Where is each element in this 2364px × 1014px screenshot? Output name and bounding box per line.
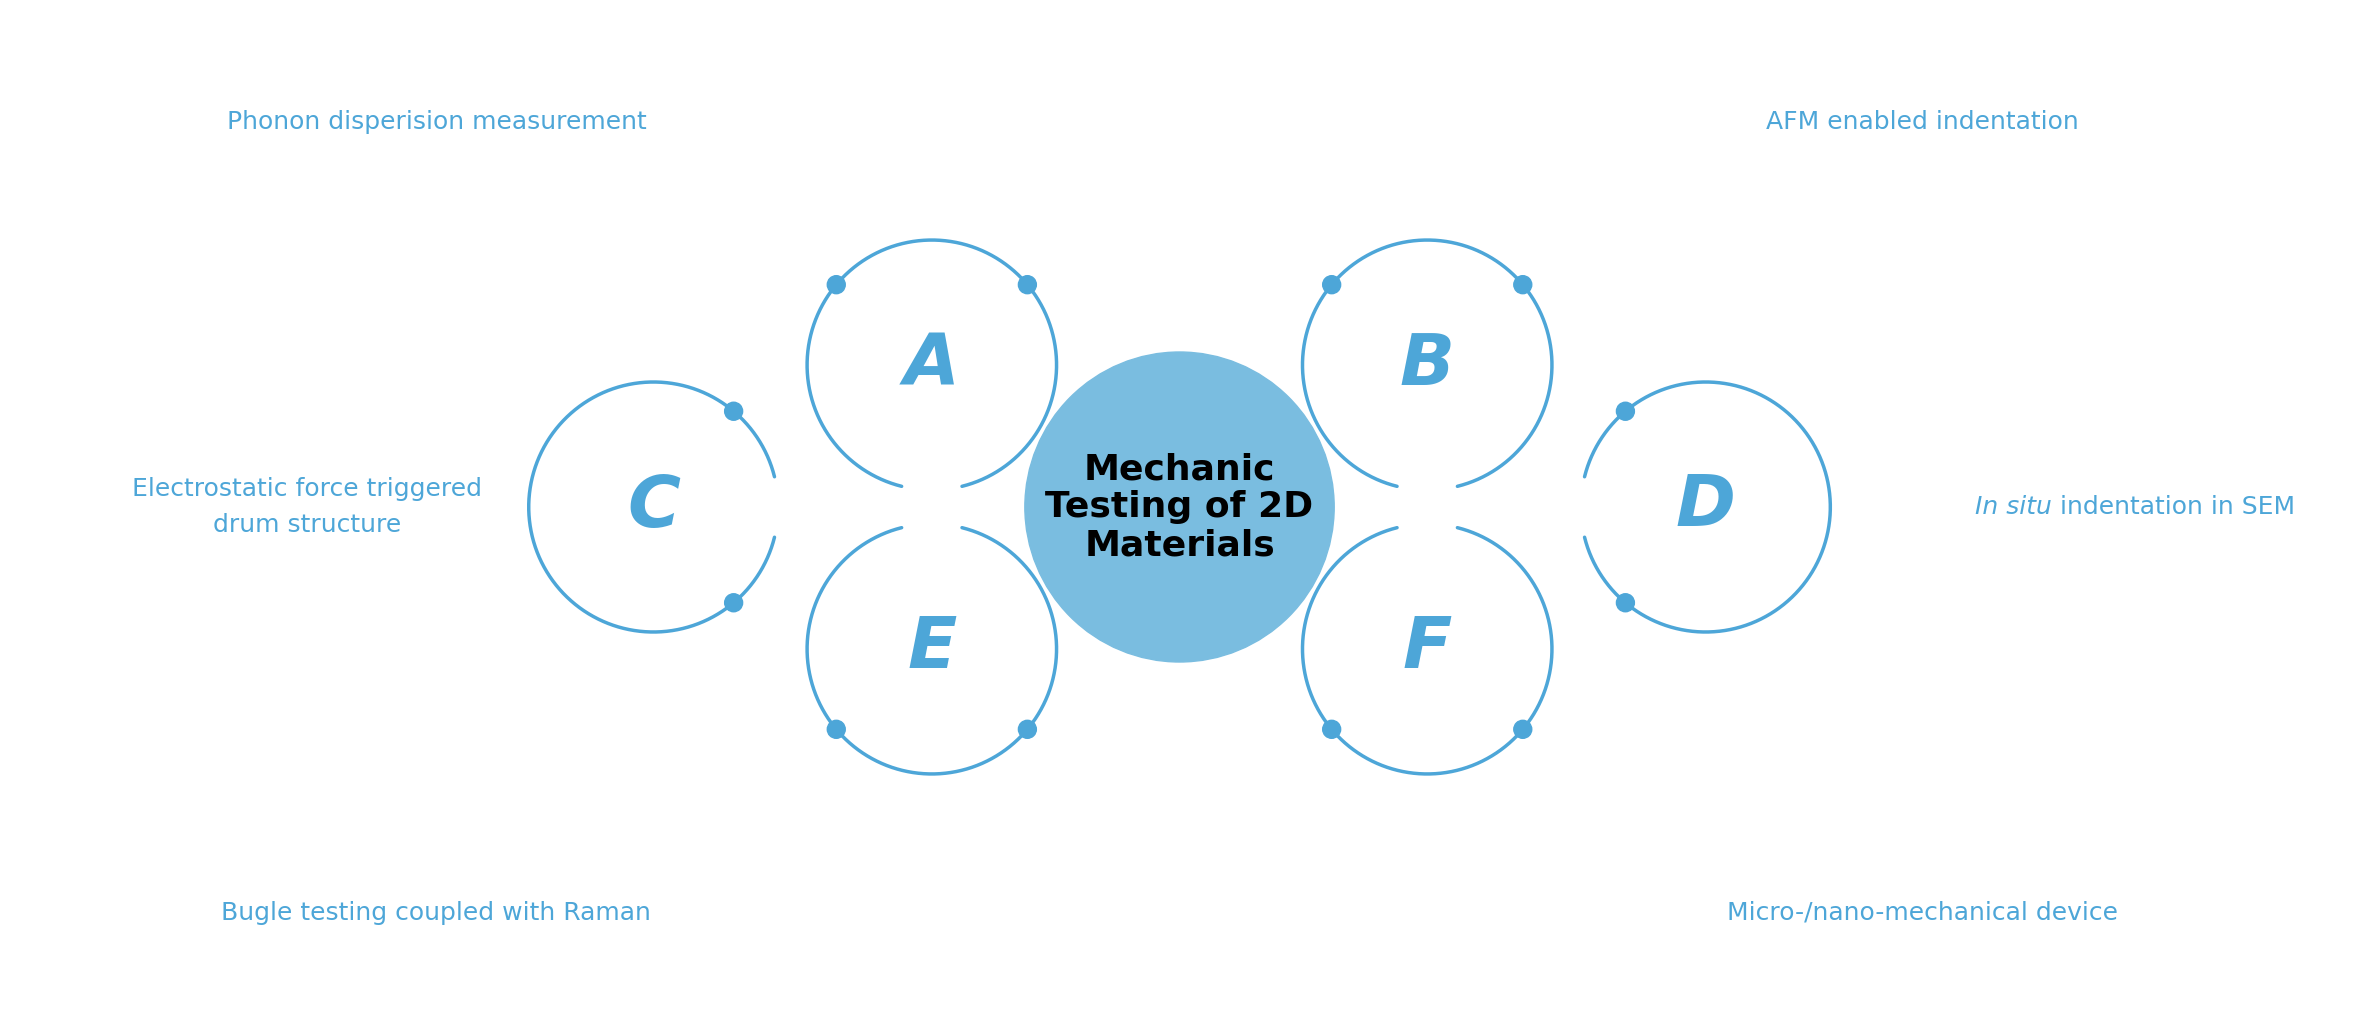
Circle shape bbox=[726, 594, 742, 611]
Circle shape bbox=[1026, 352, 1333, 662]
Circle shape bbox=[1617, 594, 1634, 611]
Text: Mechanic: Mechanic bbox=[1083, 452, 1274, 486]
Circle shape bbox=[1019, 720, 1035, 738]
Circle shape bbox=[1617, 403, 1634, 420]
Text: E: E bbox=[908, 614, 957, 683]
Circle shape bbox=[827, 276, 846, 294]
Circle shape bbox=[1324, 276, 1340, 294]
Text: D: D bbox=[1676, 473, 1735, 541]
Text: C: C bbox=[626, 473, 681, 541]
Text: Bugle testing coupled with Raman: Bugle testing coupled with Raman bbox=[222, 900, 652, 925]
Text: F: F bbox=[1402, 614, 1451, 683]
Circle shape bbox=[1324, 720, 1340, 738]
Text: indentation in SEM: indentation in SEM bbox=[2052, 495, 2295, 519]
Circle shape bbox=[827, 720, 846, 738]
Text: Phonon disperision measurement: Phonon disperision measurement bbox=[227, 110, 645, 134]
Circle shape bbox=[1019, 276, 1035, 294]
Text: Materials: Materials bbox=[1085, 528, 1274, 562]
Circle shape bbox=[1513, 720, 1532, 738]
Text: AFM enabled indentation: AFM enabled indentation bbox=[1766, 110, 2078, 134]
Text: Testing of 2D: Testing of 2D bbox=[1045, 490, 1314, 524]
Text: In situ: In situ bbox=[1976, 495, 2052, 519]
Text: A: A bbox=[903, 331, 960, 400]
Text: B: B bbox=[1399, 331, 1454, 400]
Circle shape bbox=[1513, 276, 1532, 294]
Circle shape bbox=[726, 403, 742, 420]
Text: Electrostatic force triggered
drum structure: Electrostatic force triggered drum struc… bbox=[132, 478, 482, 536]
Text: Micro-/nano-mechanical device: Micro-/nano-mechanical device bbox=[1728, 900, 2118, 925]
